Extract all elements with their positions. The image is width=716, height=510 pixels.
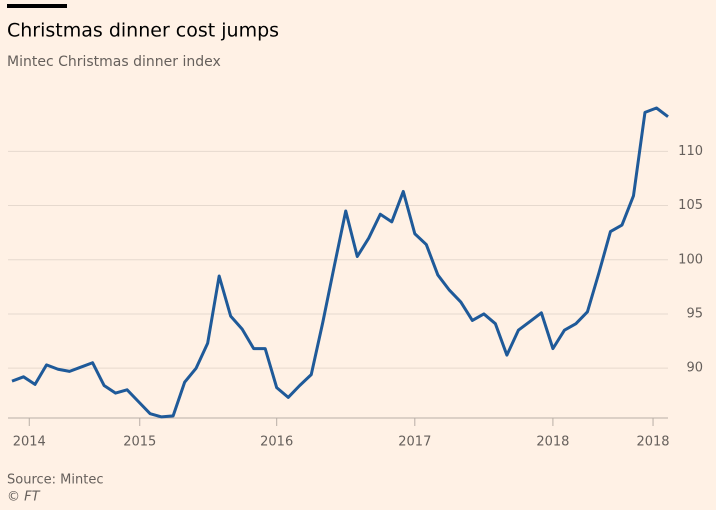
source: Source: Mintec <box>7 473 103 488</box>
x-tick-label: 2018 <box>536 435 569 450</box>
x-tick-label: 2016 <box>260 435 293 450</box>
chart-title: Christmas dinner cost jumps <box>7 20 279 42</box>
top-bar <box>7 4 67 8</box>
line-series <box>11 106 669 419</box>
x-tick-label: 2017 <box>398 435 431 450</box>
y-tick-label: 100 <box>678 252 703 267</box>
x-tick-label: 2014 <box>13 435 46 450</box>
chart-subtitle: Mintec Christmas dinner index <box>7 54 221 70</box>
y-tick-label: 105 <box>678 198 703 213</box>
x-tick-label: 2018 <box>636 435 669 450</box>
x-tick-label: 2015 <box>123 435 156 450</box>
credit: © FT <box>7 490 41 505</box>
y-tick-label: 90 <box>686 361 703 376</box>
y-tick-label: 110 <box>678 144 703 159</box>
y-tick-label: 95 <box>686 306 703 321</box>
